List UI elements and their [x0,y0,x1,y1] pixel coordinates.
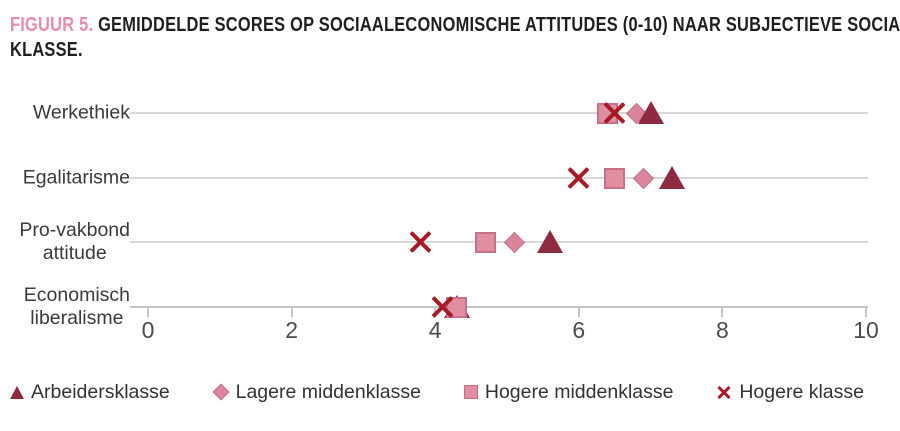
square-legend-icon [463,385,478,399]
legend-item-hogere-middenklasse: Hogere middenklasse [463,380,674,404]
x-axis-tick-label: 6 [572,317,586,343]
figure-label: FIGUUR 5. [10,13,94,36]
diamond-legend-icon [212,383,230,401]
legend-label: Lagere middenklasse [235,380,421,403]
x-axis-tick-label: 4 [428,317,442,343]
legend-label: Arbeidersklasse [31,380,170,403]
marker-arbeidersklasse [659,166,686,189]
marker-arbeidersklasse [637,101,664,124]
category-label: Werkethiek [32,101,130,124]
x-axis-tick-label: 2 [285,317,298,343]
legend-item-arbeidersklasse: Arbeidersklasse [10,381,170,404]
gridline [130,112,868,114]
category-label: Egalitarisme [22,166,130,189]
triangle-legend-icon [10,385,24,399]
legend-item-hogere-klasse: Hogere klasse [716,381,864,404]
x-axis-line [130,306,868,308]
gridline [130,241,868,243]
x-axis-tick [290,308,293,317]
marker-hogere-middenklasse [474,231,496,253]
legend-label: Hogere klasse [739,380,864,403]
legend-item-lagere-middenklasse: Lagere middenklasse [212,380,421,404]
marker-hogere-klasse [408,230,433,255]
x-axis-tick-label: 0 [141,317,155,343]
legend-label: Hogere middenklasse [484,380,674,403]
x-axis-tick-label: 10 [853,317,879,343]
figure-title-line1: GEMIDDELDE SCORES OP SOCIAALECONOMISCHE … [98,13,900,36]
marker-arbeidersklasse [537,230,564,253]
x-axis-tick-label: 8 [715,317,729,343]
x-axis-tick [721,308,724,317]
figure-title-line2: KLASSE. [10,38,83,61]
marker-hogere-klasse [602,101,627,126]
figure-title: FIGUUR 5. GEMIDDELDE SCORES OP SOCIAALEC… [10,12,900,62]
category-label: Pro-vakbond attitude [19,219,130,264]
x-axis-tick [577,308,580,317]
marker-lagere-middenklasse [503,231,525,253]
marker-hogere-middenklasse [604,167,626,189]
legend: Arbeidersklasse Lagere middenklasse Hogere… [0,375,900,409]
x-axis-tick [865,308,867,317]
x-legend-icon [716,384,732,400]
marker-lagere-middenklasse [632,167,655,189]
marker-hogere-klasse [566,166,591,191]
gridline [130,177,868,179]
marker-hogere-klasse [430,295,455,320]
figure-title-text: FIGUUR 5. GEMIDDELDE SCORES OP SOCIAALEC… [10,12,900,62]
category-label: Economisch liberalisme [23,284,130,329]
x-axis-tick [147,308,149,317]
